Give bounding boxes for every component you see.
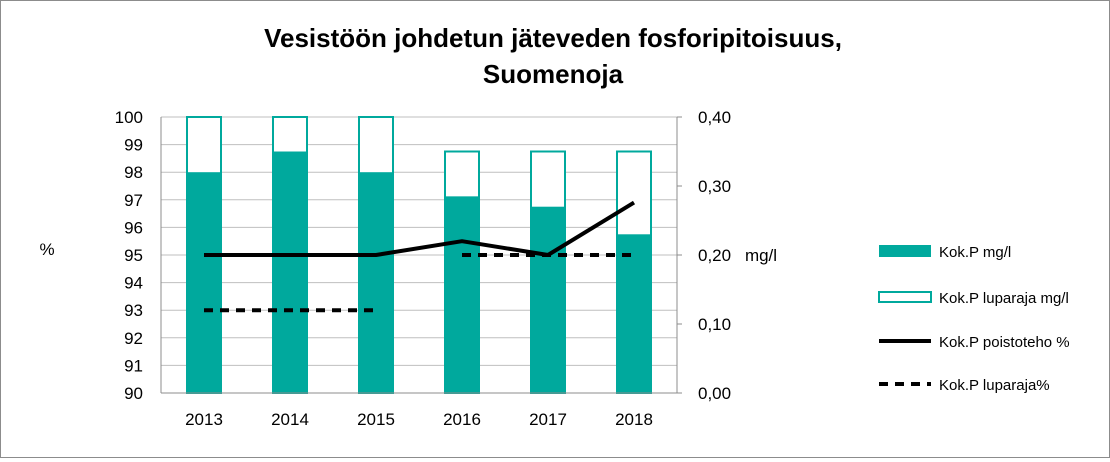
- bar-kokp-mgl: [273, 151, 307, 393]
- left-tick-label: 92: [124, 329, 143, 348]
- left-tick-label: 93: [124, 301, 143, 320]
- bar-kokp-mgl: [617, 234, 651, 393]
- bar-kokp-mgl: [531, 206, 565, 393]
- right-tick-label: 0,40: [698, 108, 731, 127]
- bar-kokp-mgl: [445, 196, 479, 393]
- x-tick-label: 2017: [529, 410, 567, 429]
- x-tick-label: 2018: [615, 410, 653, 429]
- right-tick-label: 0,30: [698, 177, 731, 196]
- lines: [204, 200, 636, 313]
- legend: Kok.P mg/l Kok.P luparaja mg/l Kok.P poist…: [878, 244, 1070, 394]
- right-tick-label: 0,20: [698, 246, 731, 265]
- right-tick-label: 0,10: [698, 315, 731, 334]
- right-axis-label: mg/l: [745, 246, 777, 265]
- chart-title-line-1: Vesistöön johdetun jäteveden fosforipito…: [264, 23, 842, 53]
- x-tick-label: 2013: [185, 410, 223, 429]
- left-tick-label: 91: [124, 356, 143, 375]
- x-tick-label: 2014: [271, 410, 309, 429]
- x-tick-label: 2015: [357, 410, 395, 429]
- legend-swatch-kokp-mgl: [879, 245, 931, 257]
- left-tick-label: 95: [124, 246, 143, 265]
- right-tick-label: 0,00: [698, 384, 731, 403]
- axes: 90 91 92 93 94 95 96 97 98 99 100 0,00 0,10 0,20 0,30 0…: [115, 108, 731, 429]
- left-tick-label: 99: [124, 136, 143, 155]
- legend-label-luparaja-percent: Kok.P luparaja%: [939, 377, 1050, 394]
- left-tick-label: 94: [124, 274, 143, 293]
- left-tick-label: 98: [124, 163, 143, 182]
- legend-label-poistoteho: Kok.P poistoteho %: [939, 334, 1070, 351]
- bar-kokp-mgl: [187, 172, 221, 393]
- line-poistoteho-percent: [204, 200, 636, 257]
- left-tick-label: 97: [124, 191, 143, 210]
- chart-title-line-2: Suomenoja: [483, 59, 624, 89]
- legend-swatch-luparaja-mgl: [878, 291, 932, 303]
- left-tick-label: 96: [124, 218, 143, 237]
- legend-label-kokp-mgl: Kok.P mg/l: [939, 244, 1011, 261]
- left-axis-label: %: [39, 240, 54, 259]
- x-tick-label: 2016: [443, 410, 481, 429]
- left-tick-label: 90: [124, 384, 143, 403]
- legend-label-luparaja-mgl: Kok.P luparaja mg/l: [939, 290, 1069, 307]
- left-tick-label: 100: [115, 108, 143, 127]
- bar-kokp-mgl: [359, 172, 393, 393]
